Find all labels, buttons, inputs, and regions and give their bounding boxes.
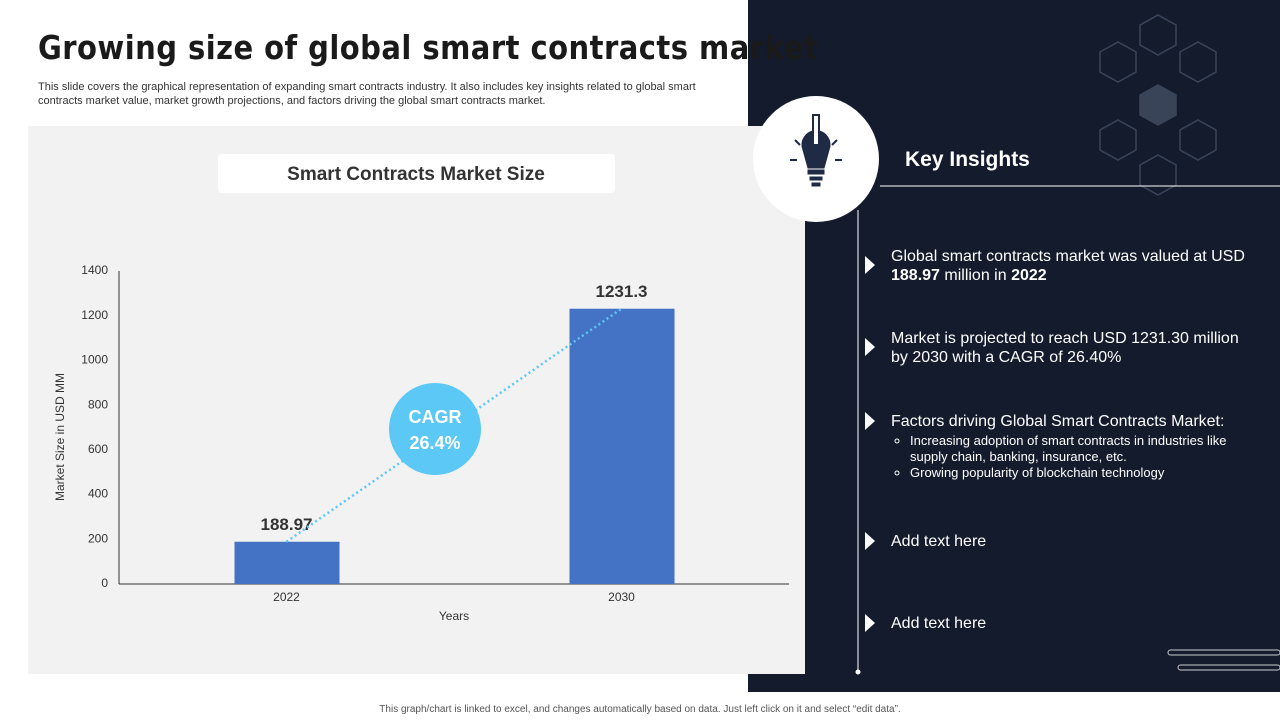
y-tick-label: 0 — [101, 576, 108, 590]
data-label: 1231.3 — [596, 282, 648, 301]
hex-decoration — [1099, 14, 1217, 196]
x-tick-label: 2022 — [273, 590, 300, 604]
y-tick-label: 600 — [88, 442, 108, 456]
sub-item: Growing popularity of blockchain technol… — [910, 465, 1251, 481]
insight: Add text here — [891, 532, 1251, 551]
y-tick-label: 400 — [88, 487, 108, 501]
trend-line — [285, 307, 623, 543]
chart-title: Smart Contracts Market Size — [287, 164, 545, 185]
title: Growing size of global smart contracts m… — [38, 28, 818, 67]
description: This slide covers the graphical represen… — [38, 81, 696, 107]
y-tick-label: 1200 — [81, 308, 108, 322]
text: Global smart contracts market was valued… — [891, 248, 1245, 265]
timeline-dot — [855, 669, 861, 675]
text: Market is projected to reach USD 1231.30… — [891, 330, 1239, 366]
y-tick-label: 1400 — [81, 263, 108, 277]
bullet-arrows — [865, 256, 875, 632]
text: Add text here — [891, 615, 987, 632]
data-label: 188.97 — [261, 515, 313, 534]
insight: Add text here — [891, 614, 1251, 633]
text: 188.97 — [891, 267, 940, 284]
footer: This graph/chart is linked to excel, and… — [379, 704, 901, 715]
cagr-text: CAGR — [409, 407, 462, 427]
bar — [569, 308, 675, 584]
insights-heading: Key Insights — [905, 148, 1030, 171]
sub-list: Increasing adoption of smart contracts i… — [891, 433, 1251, 481]
text: Add text here — [891, 533, 987, 550]
y-tick-label: 1000 — [81, 353, 108, 367]
cagr-text: 26.4% — [409, 433, 460, 453]
text: Factors driving Global Smart Contracts M… — [891, 413, 1225, 430]
x-axis-title: Years — [439, 609, 469, 623]
y-tick-label: 200 — [88, 531, 108, 545]
bulb-icon — [790, 114, 842, 187]
insight: Global smart contracts market was valued… — [891, 247, 1251, 285]
insight: Factors driving Global Smart Contracts M… — [891, 412, 1251, 481]
cagr-badge — [389, 383, 481, 475]
y-axis-title: Market Size in USD MM — [53, 373, 67, 501]
text: million in — [939, 267, 1012, 284]
decor-bar — [1177, 664, 1280, 671]
bar — [234, 541, 340, 584]
chart-title-box — [218, 154, 615, 193]
y-tick-label: 800 — [88, 397, 108, 411]
text: 2022 — [1011, 267, 1047, 284]
sub-item: Increasing adoption of smart contracts i… — [910, 433, 1251, 465]
x-tick-label: 2030 — [608, 590, 635, 604]
decor-bar — [1167, 649, 1280, 656]
insight: Market is projected to reach USD 1231.30… — [891, 329, 1251, 367]
